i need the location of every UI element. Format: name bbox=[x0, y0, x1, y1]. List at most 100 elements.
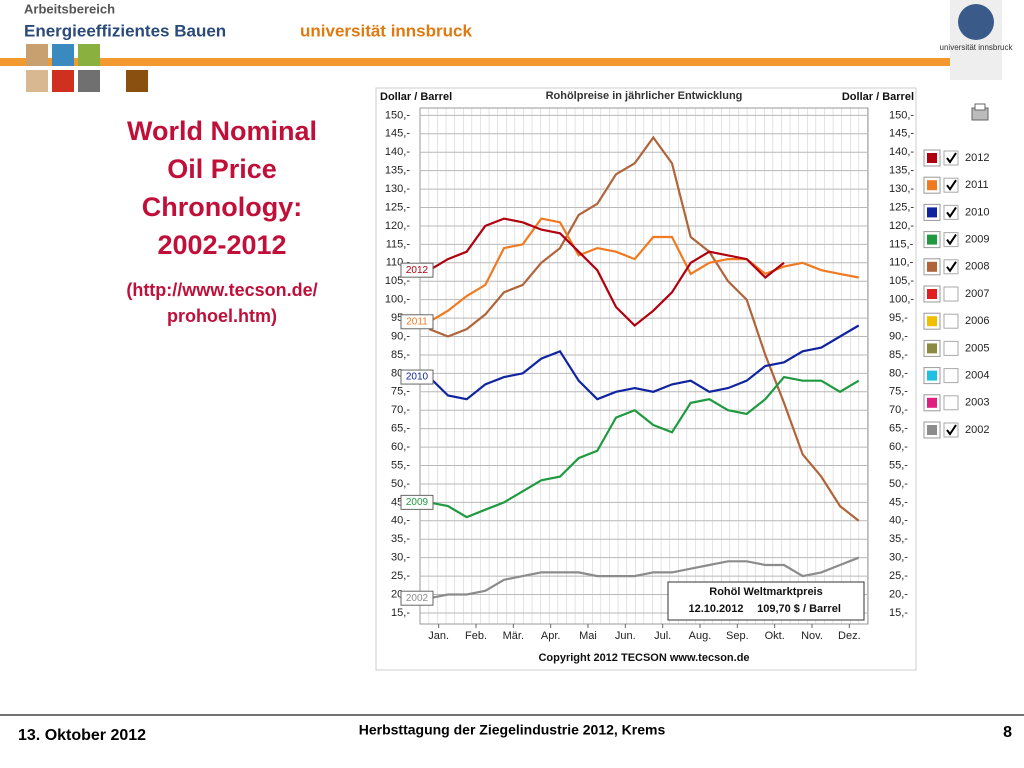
print-icon[interactable] bbox=[971, 103, 989, 121]
legend-color bbox=[927, 207, 937, 218]
plot-bg bbox=[420, 108, 868, 624]
y-tick-label: 135,- bbox=[385, 165, 410, 177]
series-label-box bbox=[400, 314, 434, 330]
y2-tick-label: 45,- bbox=[889, 496, 908, 508]
legend-label: 2008 bbox=[965, 261, 989, 273]
plot: 150,- 150,- 145,- 145,- 140,- 140,- 135,- 135,-… bbox=[385, 109, 914, 642]
y2-tick-label: 80,- bbox=[889, 367, 908, 379]
box-title: Rohöl Weltmarktpreis bbox=[709, 586, 823, 598]
series-line bbox=[428, 217, 859, 323]
series-line bbox=[428, 324, 860, 401]
y-tick-label: 115,- bbox=[386, 238, 411, 250]
series-label: 2012 bbox=[406, 265, 429, 276]
y2-tick-label: 100,- bbox=[889, 294, 914, 306]
title-line: Chronology: bbox=[142, 192, 302, 222]
y-tick-label: 125,- bbox=[385, 201, 410, 213]
y2-tick-label: 15,- bbox=[889, 607, 908, 619]
x-tick-label: Nov. bbox=[801, 630, 823, 642]
plot-border bbox=[419, 107, 869, 625]
y-tick-label: 150,- bbox=[385, 109, 410, 121]
box-price: 109,70 $ / Barrel bbox=[757, 603, 841, 615]
legend-label: 2003 bbox=[965, 397, 989, 409]
legend-color bbox=[927, 261, 937, 272]
y-tick-label: 25,- bbox=[391, 570, 410, 582]
dept: Arbeitsbereich bbox=[24, 1, 115, 16]
legend-check bbox=[946, 424, 957, 436]
legend-label: 2011 bbox=[965, 179, 989, 191]
legend-checkbox[interactable] bbox=[943, 368, 959, 384]
y-tick-label: 130,- bbox=[385, 183, 410, 195]
legend-label: 2009 bbox=[965, 234, 989, 246]
y2-tick-label: 55,- bbox=[889, 459, 908, 471]
legend-checkbox[interactable] bbox=[943, 340, 959, 356]
legend-check bbox=[946, 234, 957, 246]
x-tick-label: Mär. bbox=[503, 630, 524, 642]
series-label-box bbox=[400, 590, 434, 606]
legend-color bbox=[927, 397, 937, 408]
footer-event: Herbsttagung der Ziegelindustrie 2012, K… bbox=[359, 722, 666, 738]
y-tick-label: 75,- bbox=[391, 386, 410, 398]
legend-color bbox=[927, 370, 937, 381]
y-label: Dollar / Barrel bbox=[380, 91, 452, 103]
series-label-box bbox=[400, 262, 434, 278]
y2-tick-label: 90,- bbox=[889, 330, 908, 342]
legend-color bbox=[927, 289, 937, 299]
slide-title: World Nominal Oil Price Chronology: 2002-20… bbox=[126, 116, 317, 326]
series-label: 2002 bbox=[406, 593, 429, 604]
x-tick-label: Jun. bbox=[615, 630, 636, 642]
y2-tick-label: 70,- bbox=[889, 404, 908, 416]
copyright: Copyright 2012 TECSON www.tecson.de bbox=[538, 652, 749, 664]
icons bbox=[26, 44, 148, 92]
series-label-box bbox=[400, 494, 434, 510]
series-label-box bbox=[400, 369, 434, 385]
group: Energieeffizientes Bauen bbox=[24, 21, 226, 40]
y-tick-label: 60,- bbox=[391, 441, 410, 453]
source-line: (http://www.tecson.de/ bbox=[126, 280, 317, 300]
y2-tick-label: 20,- bbox=[889, 588, 908, 600]
y2-tick-label: 110,- bbox=[889, 257, 914, 269]
y2-tick-label: 120,- bbox=[889, 220, 914, 232]
y2-tick-label: 140,- bbox=[889, 146, 914, 158]
title-line: 2002-2012 bbox=[157, 230, 286, 260]
legend-label: 2007 bbox=[965, 288, 989, 300]
title-line: World Nominal bbox=[127, 116, 317, 146]
legend-check bbox=[946, 261, 957, 273]
series-line bbox=[428, 217, 785, 327]
y-tick-label: 30,- bbox=[391, 552, 410, 564]
y2-tick-label: 75,- bbox=[889, 386, 908, 398]
y2-tick-label: 35,- bbox=[889, 533, 908, 545]
y2-label: Dollar / Barrel bbox=[842, 91, 914, 103]
info-box bbox=[667, 581, 865, 621]
y-tick-label: 85,- bbox=[391, 349, 410, 361]
page-number: 8 bbox=[1003, 724, 1012, 741]
legend-color bbox=[927, 316, 937, 327]
series-line bbox=[428, 135, 860, 522]
y-tick-label: 40,- bbox=[391, 515, 410, 527]
y-tick-label: 55,- bbox=[391, 459, 410, 471]
y-tick-label: 105,- bbox=[385, 275, 410, 287]
y2-tick-label: 115,- bbox=[889, 238, 914, 250]
series-label: 2009 bbox=[406, 497, 429, 508]
series-label: 2010 bbox=[406, 372, 429, 383]
legend-checkbox[interactable] bbox=[943, 395, 959, 411]
legend-checkbox[interactable] bbox=[943, 286, 959, 302]
legend-checkbox[interactable] bbox=[943, 313, 959, 329]
y2-tick-label: 145,- bbox=[889, 128, 914, 140]
university: universität innsbruck bbox=[300, 21, 472, 40]
legend: 2012 2011 2010 2009 2008 2007 2006 2005 2004 2003… bbox=[923, 149, 989, 439]
y-tick-label: 70,- bbox=[391, 404, 410, 416]
legend-label: 2006 bbox=[965, 315, 989, 327]
series-line bbox=[429, 375, 860, 519]
y2-tick-label: 105,- bbox=[889, 275, 914, 287]
y2-tick-label: 50,- bbox=[889, 478, 908, 490]
legend-color bbox=[927, 425, 937, 435]
y2-tick-label: 125,- bbox=[889, 201, 914, 213]
stripe bbox=[0, 58, 950, 66]
legend-label: 2010 bbox=[965, 206, 989, 218]
legend-check bbox=[946, 206, 957, 219]
y-tick-label: 50,- bbox=[391, 478, 410, 490]
y-tick-label: 100,- bbox=[385, 294, 410, 306]
x-tick-label: Sep. bbox=[726, 630, 749, 642]
legend-label: 2002 bbox=[965, 424, 989, 436]
